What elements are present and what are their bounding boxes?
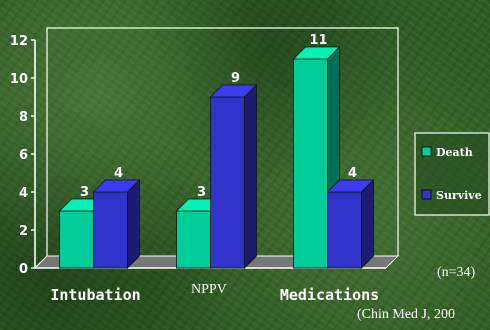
y-tick-label: 12	[10, 34, 28, 49]
y-tick-label: 0	[19, 262, 28, 277]
category-label: Intubation	[50, 286, 140, 304]
data-label: 11	[309, 33, 327, 48]
bar-survive-2	[327, 191, 362, 269]
data-label: 4	[348, 166, 357, 181]
bar-side-survive-1	[244, 84, 257, 269]
y-tick-label: 4	[19, 186, 28, 201]
citation-note: (Chin Med J, 200	[357, 307, 455, 322]
y-tick-label: 6	[19, 148, 28, 163]
data-label: 3	[80, 185, 89, 200]
data-label: 4	[114, 166, 123, 181]
bar-side-survive-2	[361, 179, 374, 269]
y-tick-label: 8	[19, 110, 28, 125]
bar-side-survive-0	[127, 179, 140, 269]
bar-death-2	[293, 58, 328, 269]
bar-survive-0	[93, 191, 128, 269]
y-tick-label: 10	[10, 72, 28, 87]
category-label: Medications	[280, 286, 379, 304]
data-label: 9	[231, 71, 240, 86]
bar-death-0	[59, 210, 94, 269]
data-label: 3	[197, 185, 206, 200]
legend-label-death: Death	[436, 146, 473, 159]
sample-size-note: (n=34)	[437, 265, 476, 280]
y-tick-label: 2	[19, 224, 28, 239]
legend-label-survive: Survive	[436, 189, 482, 202]
legend-swatch-death	[421, 146, 432, 157]
category-label-nppv: NPPV	[191, 282, 227, 297]
bar-survive-1	[210, 96, 245, 269]
bar-death-1	[176, 210, 211, 269]
legend-swatch-survive	[421, 189, 432, 200]
